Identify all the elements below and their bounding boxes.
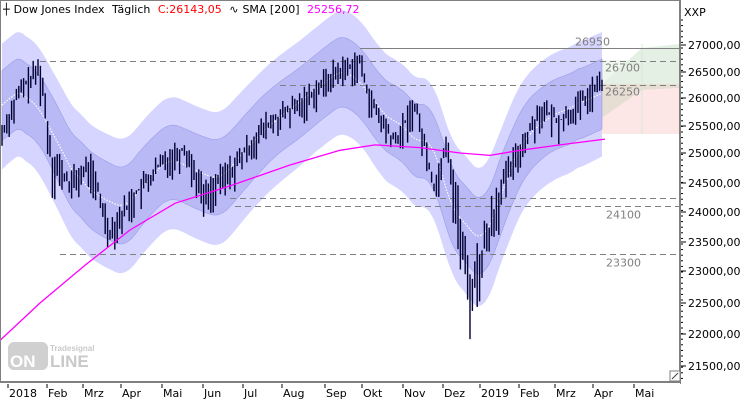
svg-text:Feb: Feb <box>520 387 539 400</box>
instrument-name: Dow Jones Index <box>13 3 105 16</box>
y-axis[interactable]: 27000,00 26500,00 26000,00 25500,00 25000,00… <box>680 0 741 384</box>
svg-text:Jul: Jul <box>243 387 257 400</box>
crosshair-icon[interactable]: ┼ <box>3 3 10 16</box>
svg-text:Okt: Okt <box>363 387 383 400</box>
svg-text:Apr: Apr <box>122 387 142 400</box>
svg-text:Jun: Jun <box>203 387 221 400</box>
svg-text:24000,00: 24000,00 <box>688 206 741 219</box>
svg-text:2018: 2018 <box>9 387 37 400</box>
resize-grip-icon[interactable] <box>669 370 681 382</box>
chart-header: ┼ Dow Jones Index Täglich C:26143,05 ∿ SMA… <box>3 3 364 16</box>
svg-text:21500,00: 21500,00 <box>688 360 741 373</box>
svg-text:22000,00: 22000,00 <box>688 328 741 341</box>
projection-zones <box>602 44 680 134</box>
bollinger-bands <box>1 10 603 306</box>
svg-text:Mai: Mai <box>163 387 182 400</box>
support-resistance-levels: 26950 26700 26250 24100 23300 <box>40 36 680 270</box>
price-bars <box>1 52 603 340</box>
svg-text:27000,00: 27000,00 <box>688 39 741 52</box>
svg-text:23300: 23300 <box>606 257 641 270</box>
svg-text:23500,00: 23500,00 <box>688 236 741 249</box>
logo-brand-main: ON <box>10 352 36 371</box>
svg-text:22500,00: 22500,00 <box>688 297 741 310</box>
close-value: C:26143,05 <box>157 3 222 16</box>
svg-text:Mrz: Mrz <box>556 387 576 400</box>
sma-wave-icon: ∿ <box>229 3 239 16</box>
sma-value: 25256,72 <box>307 3 360 16</box>
svg-text:26250: 26250 <box>605 86 640 99</box>
svg-text:Sep: Sep <box>326 387 347 400</box>
svg-text:23000,00: 23000,00 <box>688 265 741 278</box>
svg-text:Feb: Feb <box>48 387 67 400</box>
svg-text:24100: 24100 <box>606 209 641 222</box>
svg-text:25000,00: 25000,00 <box>688 147 741 160</box>
svg-text:26000,00: 26000,00 <box>688 92 741 105</box>
x-axis[interactable]: 2018 Feb Mrz Apr Mai Jun Jul Aug Sep Okt Nov Dez 201… <box>0 382 680 401</box>
svg-text:26500,00: 26500,00 <box>688 66 741 79</box>
plot-border <box>0 0 680 382</box>
y-axis-unit: XXP <box>684 6 706 19</box>
period-label: Täglich <box>112 3 151 16</box>
svg-text:Nov: Nov <box>404 387 426 400</box>
svg-text:Apr: Apr <box>594 387 614 400</box>
svg-text:26700: 26700 <box>605 62 640 75</box>
svg-text:Dez: Dez <box>444 387 465 400</box>
svg-text:26950: 26950 <box>575 36 610 49</box>
tradesignal-online-logo: Tradesignal ON LINE <box>8 342 94 371</box>
sma-label: SMA [200] <box>242 3 300 16</box>
logo-brand-small: Tradesignal <box>50 344 94 353</box>
logo-brand-line: LINE <box>50 352 89 371</box>
sma-200-line <box>0 138 606 341</box>
svg-text:2019: 2019 <box>481 387 509 400</box>
svg-text:Mrz: Mrz <box>84 387 104 400</box>
svg-text:Aug: Aug <box>283 387 304 400</box>
svg-text:Mai: Mai <box>635 387 654 400</box>
svg-text:25500,00: 25500,00 <box>688 120 741 133</box>
svg-text:24500,00: 24500,00 <box>688 177 741 190</box>
